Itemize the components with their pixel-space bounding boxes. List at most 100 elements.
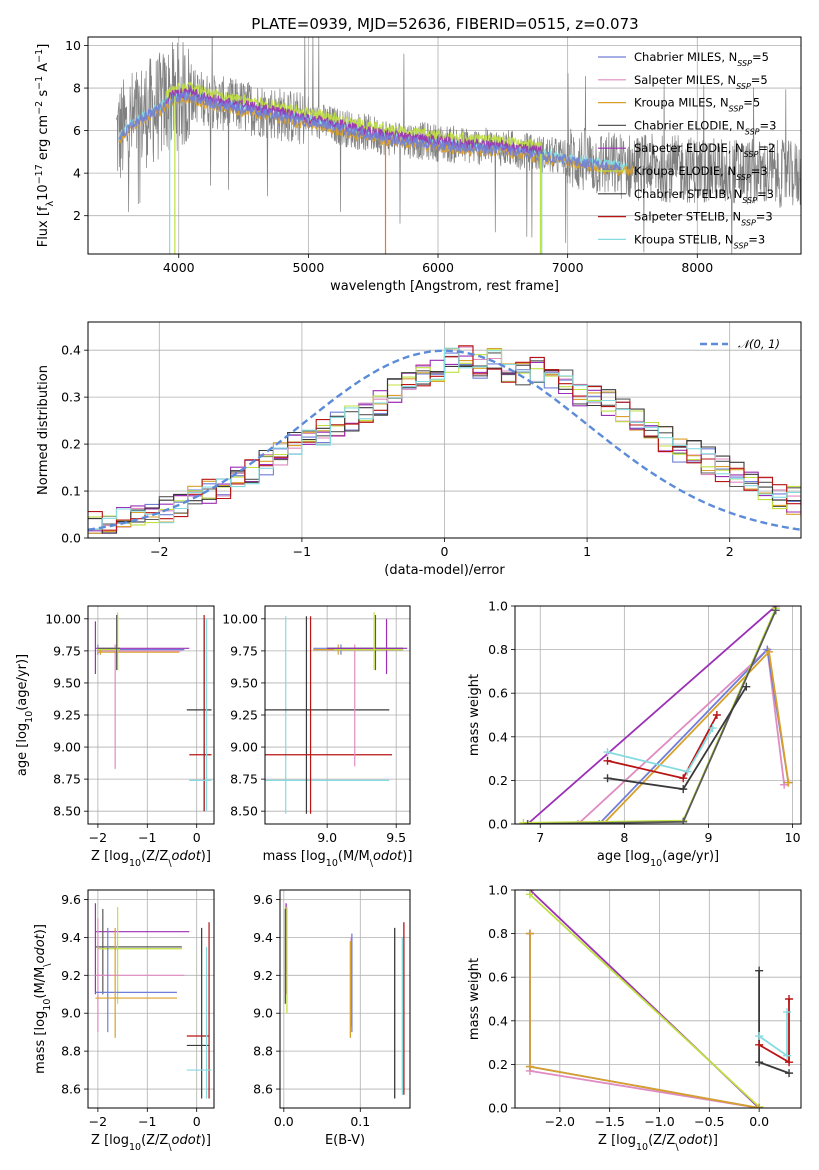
label-part: \ <box>42 963 53 967</box>
weight-marker <box>783 1051 792 1060</box>
label-part: (Z/Z <box>141 1133 168 1148</box>
x-axis-label: E(B-V) <box>325 1133 365 1148</box>
legend-subscript: SSP <box>736 173 751 182</box>
weight-marker <box>755 1104 764 1108</box>
histogram-step <box>88 352 801 530</box>
label-part: mass [log <box>33 1011 48 1074</box>
plot-area <box>88 345 801 534</box>
y-axis-label: mass weight <box>467 958 482 1040</box>
histogram-step <box>88 347 801 530</box>
y-tick-label: 0.2 <box>488 773 508 788</box>
legend-text: Chabrier MILES, N <box>634 50 737 64</box>
label-part: (M/M <box>33 967 48 999</box>
weight-marker <box>780 780 789 789</box>
weight-marker <box>519 818 528 824</box>
legend-text: Salpeter ELODIE, N <box>634 141 744 155</box>
label-part: λ <box>45 200 56 206</box>
label-part: −1 <box>34 76 45 90</box>
panel-spectrum: 4000 5000 6000 7000 8000 2 4 6 8 10 wavelength [An… <box>34 36 802 294</box>
ticks: 4000 5000 6000 7000 8000 2 4 6 8 10 <box>65 38 713 275</box>
grid <box>88 606 214 824</box>
weight-line <box>529 893 760 1108</box>
label-part: 10 <box>129 1142 141 1153</box>
legend-label: Kroupa ELODIE, NSSP=3 <box>634 164 768 182</box>
weight-marker <box>755 966 764 975</box>
y-tick-label: 8.50 <box>230 804 258 819</box>
y-tick-label: 10.00 <box>45 611 81 626</box>
label-part: mass weight <box>467 674 482 756</box>
label-part: 10 <box>36 184 51 201</box>
label-part: 10 <box>129 858 141 869</box>
weight-marker <box>603 756 612 765</box>
label-part: )] <box>201 1133 211 1148</box>
legend-label: Salpeter MILES, NSSP=5 <box>634 73 768 91</box>
y-tick-label: 9.2 <box>61 968 81 983</box>
panel-age-vs-Z: −2 −1 0 8.50 8.75 9.00 9.25 9.50 9.75 10.00 Z [log… <box>15 605 215 869</box>
x-axis-label: mass [log10(M/M\odot)] <box>263 849 413 869</box>
x-tick-label: −1 <box>293 544 311 559</box>
x-tick-label: −2 <box>89 830 107 845</box>
x-tick-label: −2 <box>89 1114 107 1129</box>
grid <box>88 37 801 254</box>
x-tick-label: 1 <box>583 544 591 559</box>
x-tick-label: 6000 <box>422 260 454 275</box>
label-part: )] <box>708 1133 718 1148</box>
y-tick-label: 0.4 <box>488 729 508 744</box>
grid <box>515 605 801 825</box>
y-tick-label: 8.75 <box>53 772 81 787</box>
weight-marker <box>785 1069 794 1078</box>
x-tick-label: −1 <box>138 1114 156 1129</box>
label-part: odot <box>373 849 403 864</box>
y-axis-label: mass [log10(M/M\odot)] <box>33 924 53 1074</box>
weight-line <box>758 1012 788 1058</box>
legend-subscript: SSP <box>729 104 744 113</box>
legend-count: =5 <box>751 73 768 87</box>
label-part: age [log <box>15 723 30 776</box>
weight-marker <box>603 748 612 757</box>
legend-count: =3 <box>748 232 765 246</box>
y-tick-label: 0.8 <box>488 642 508 657</box>
legend-label: Kroupa STELIB, NSSP=3 <box>634 232 765 250</box>
x-tick-label: −1 <box>138 830 156 845</box>
axes-frame <box>514 889 802 1109</box>
x-axis-label: Z [log10(Z/Z\odot)] <box>598 1133 718 1153</box>
label-part: Z [log <box>598 1133 636 1148</box>
weight-marker <box>603 774 612 783</box>
weight-marker <box>683 767 692 776</box>
axes-frame <box>87 36 802 255</box>
x-tick-label: 7000 <box>552 260 584 275</box>
label-part: E(B-V) <box>325 1133 365 1148</box>
label-part: age [log <box>597 849 650 864</box>
weight-marker <box>525 929 534 938</box>
histogram-step <box>88 364 801 534</box>
y-tick-label: 8.75 <box>230 772 258 787</box>
x-tick-label: −1.0 <box>644 1114 674 1129</box>
y-tick-label: 0.3 <box>61 390 81 405</box>
y-tick-label: 8.8 <box>61 1044 81 1059</box>
weight-marker <box>785 1058 794 1067</box>
y-axis-label: Normed distribution <box>36 365 51 495</box>
x-axis-label: (data-model)/error <box>384 563 505 578</box>
grid <box>88 890 214 1108</box>
weight-marker <box>785 995 794 1003</box>
axes-frame <box>87 889 215 1109</box>
legend-count: =2 <box>758 141 775 155</box>
x-tick-label: 7 <box>536 830 544 845</box>
ticks: 9.0 9.5 8.50 8.75 9.00 9.25 9.50 9.75 10.00 <box>222 611 406 845</box>
y-tick-label: 9.25 <box>53 708 81 723</box>
y-tick-label: 1.0 <box>488 883 508 898</box>
x-tick-label: −0.5 <box>694 1114 724 1129</box>
y-tick-label: 0.1 <box>61 484 81 499</box>
weight-marker <box>771 606 780 615</box>
ticks: −2 −1 0 1 2 0.0 0.1 0.2 0.3 0.4 <box>61 343 734 559</box>
grid <box>280 890 410 1108</box>
plot-area <box>265 612 408 814</box>
legend-label: 𝒩(0, 1) <box>738 337 780 351</box>
label-part: )] <box>201 849 211 864</box>
ticks: −2.0 −1.5 −1.0 −0.5 0.0 0.0 0.2 0.4 0.6 0.8 1.0 <box>488 883 769 1130</box>
x-tick-label: 0.0 <box>749 1114 769 1129</box>
label-part: 10 <box>650 858 662 869</box>
x-tick-label: 9.5 <box>386 830 406 845</box>
y-tick-label: 9.50 <box>230 675 258 690</box>
panel-mass-vs-EBV: 0.0 0.1 8.6 8.8 9.0 9.2 9.4 9.6 E(B-V) <box>253 889 411 1148</box>
